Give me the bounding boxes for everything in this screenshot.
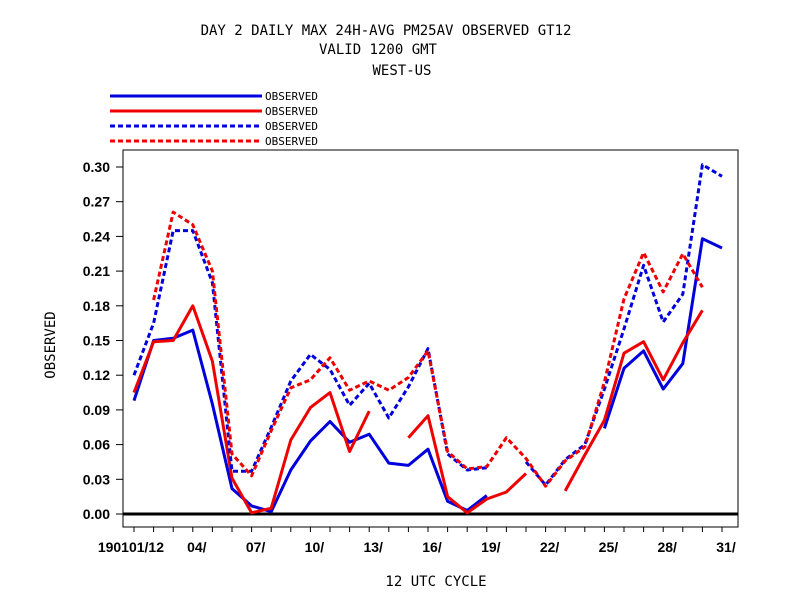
title-line: VALID 1200 GMT <box>319 42 438 58</box>
title-line: DAY 2 DAILY MAX 24H-AVG PM25AV OBSERVED … <box>201 23 572 39</box>
x-axis: 190101/12 04/07/10/13/16/19/22/25/28/31/ <box>98 527 736 555</box>
y-axis: 0.00 0.03 0.06 0.09 0.12 0.15 0.18 0.21 0.24 0.27… <box>83 159 123 522</box>
series-line <box>132 304 371 515</box>
title-line: WEST-US <box>372 63 431 79</box>
x-tick-label: 10/ <box>305 539 325 555</box>
y-axis-label: OBSERVED <box>43 311 59 378</box>
y-tick-label: 0.15 <box>83 333 110 349</box>
y-tick-label: 0.21 <box>83 263 110 279</box>
y-tick-label: 0.09 <box>83 402 110 418</box>
x-tick-label: 19/ <box>481 539 501 555</box>
x-tick-label: 28/ <box>657 539 677 555</box>
legend-label: OBSERVED <box>265 105 318 118</box>
y-tick-label: 0.03 <box>83 471 110 487</box>
x-tick-label: 04/ <box>187 539 207 555</box>
chart-title: DAY 2 DAILY MAX 24H-AVG PM25AV OBSERVED … <box>201 23 572 79</box>
series-line <box>152 210 704 488</box>
legend-label: OBSERVED <box>265 90 318 103</box>
plot-frame <box>122 149 739 528</box>
x-tick-label: 16/ <box>422 539 442 555</box>
y-tick-label: 0.06 <box>83 437 110 453</box>
x-axis-label: 12 UTC CYCLE <box>385 574 486 590</box>
chart-legend: OBSERVED OBSERVED OBSERVED OBSERVED <box>110 90 318 148</box>
y-tick-label: 0.18 <box>83 298 110 314</box>
series-line <box>563 309 704 492</box>
x-tick-label: 13/ <box>363 539 383 555</box>
series-lines <box>132 163 723 515</box>
legend-label: OBSERVED <box>265 135 318 148</box>
y-tick-label: 0.30 <box>83 159 110 175</box>
y-tick-label: 0.24 <box>83 228 110 244</box>
y-tick-label: 0.12 <box>83 367 110 383</box>
x-tick-label: 25/ <box>599 539 619 555</box>
series-line <box>132 229 487 473</box>
x-tick-label: 22/ <box>540 539 560 555</box>
y-tick-label: 0.27 <box>83 194 110 210</box>
y-tick-label: 0.00 <box>83 506 110 522</box>
x-tick-label: 190101/12 <box>98 539 164 555</box>
x-tick-label: 31/ <box>716 539 736 555</box>
x-tick-label: 07/ <box>246 539 266 555</box>
series-line <box>132 328 488 514</box>
series-line <box>407 414 528 515</box>
legend-label: OBSERVED <box>265 120 318 133</box>
series-line <box>602 237 723 429</box>
